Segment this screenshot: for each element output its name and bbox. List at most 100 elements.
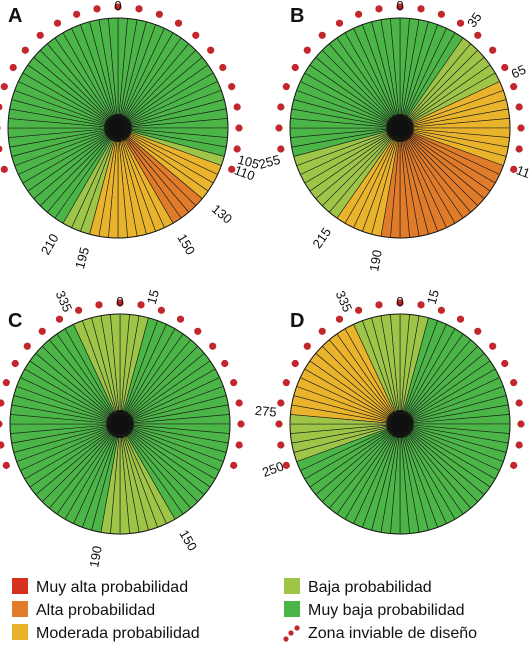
tick-label-A: 110	[232, 162, 257, 183]
hub-line	[118, 410, 121, 425]
panel-letter: C	[8, 310, 22, 332]
infeasible-dot	[335, 19, 344, 27]
tick-label-A: 130	[209, 201, 235, 226]
infeasible-dot	[155, 10, 163, 18]
infeasible-dot	[515, 441, 523, 449]
infeasible-dot	[9, 63, 17, 72]
legend-dot	[288, 630, 294, 636]
tick-label-D: 335	[333, 288, 356, 314]
infeasible-dot	[515, 399, 523, 407]
infeasible-dot	[36, 31, 44, 39]
infeasible-dot	[417, 301, 425, 309]
infeasible-dot	[318, 31, 326, 39]
tick-label-A: 105	[236, 152, 261, 172]
infeasible-dot	[93, 5, 101, 13]
infeasible-dot	[194, 327, 202, 335]
infeasible-dot	[277, 145, 285, 153]
tick-label-A: 0	[114, 0, 121, 13]
tick-label-D: 0	[396, 294, 403, 309]
infeasible-dot	[21, 46, 29, 54]
infeasible-dot	[282, 379, 290, 387]
hub-line	[398, 410, 401, 425]
infeasible-dot	[0, 145, 3, 153]
legend-label: Muy baja probabilidad	[308, 602, 465, 619]
infeasible-dot	[0, 165, 8, 173]
legend-dot	[294, 625, 300, 631]
infeasible-dot	[174, 19, 183, 27]
legend-item: Muy baja probabilidad	[284, 601, 465, 619]
infeasible-dot	[235, 399, 243, 407]
infeasible-dot	[396, 3, 404, 11]
legend-item: Baja probabilidad	[284, 578, 432, 596]
infeasible-dot	[501, 359, 509, 368]
infeasible-dot	[355, 306, 363, 314]
infeasible-dot	[38, 327, 46, 335]
infeasible-dot	[209, 342, 217, 350]
tick-label-D: 275	[254, 403, 277, 420]
tick-label-B: 215	[309, 225, 334, 251]
tick-label-B: 0	[396, 0, 403, 13]
infeasible-dot	[437, 306, 445, 314]
infeasible-dot	[228, 83, 236, 91]
infeasible-dot	[474, 31, 482, 39]
legend-label: Alta probabilidad	[36, 602, 155, 619]
infeasible-dot	[277, 399, 285, 407]
infeasible-dot	[2, 379, 10, 387]
infeasible-dot	[95, 301, 103, 309]
infeasible-dot	[275, 124, 283, 132]
infeasible-dot	[221, 359, 229, 368]
infeasible-dot	[11, 359, 19, 368]
tick-label-D: 250	[260, 458, 286, 480]
infeasible-dot	[73, 10, 81, 18]
infeasible-dot	[282, 83, 290, 91]
infeasible-dot	[235, 441, 243, 449]
infeasible-dot	[489, 46, 497, 54]
tick-label-A: 210	[38, 231, 62, 257]
legend-swatch	[12, 624, 28, 640]
infeasible-dot	[230, 461, 238, 469]
infeasible-dot	[277, 103, 285, 111]
panel-B: 0 35 65 110 190 215 255 B	[257, 0, 529, 273]
tick-label-C: 150	[176, 527, 200, 553]
infeasible-dot	[396, 299, 404, 307]
legend-item: Zona inviable de diseño	[283, 625, 477, 642]
infeasible-dot	[55, 315, 64, 323]
infeasible-dot	[489, 342, 497, 350]
panel-outline	[7, 17, 229, 239]
infeasible-dot	[275, 420, 283, 428]
panel-letter: B	[290, 5, 304, 27]
infeasible-dot	[0, 420, 3, 428]
infeasible-dot	[515, 103, 523, 111]
tick-label-C: 0	[116, 294, 123, 309]
infeasible-dot	[237, 420, 245, 428]
infeasible-dot	[176, 315, 185, 323]
tick-label-C: 15	[144, 288, 162, 306]
legend-label: Muy alta probabilidad	[36, 579, 188, 596]
infeasible-dot	[517, 124, 525, 132]
tick-label-B: 110	[514, 162, 529, 183]
tick-label-D: 15	[424, 288, 442, 306]
legend-label: Zona inviable de diseño	[308, 625, 477, 642]
panel-letter: A	[8, 5, 22, 27]
hub-line	[398, 114, 401, 129]
legend-label: Moderada probabilidad	[36, 625, 200, 642]
infeasible-dot	[510, 461, 518, 469]
infeasible-dot	[517, 420, 525, 428]
infeasible-dot	[335, 315, 344, 323]
tick-label-C: 335	[53, 288, 76, 314]
infeasible-dot	[291, 359, 299, 368]
tick-label-A: 195	[72, 246, 92, 271]
infeasible-dot	[0, 399, 5, 407]
infeasible-dot	[135, 5, 143, 13]
tick-label-B: 190	[366, 249, 385, 273]
infeasible-dot	[192, 31, 200, 39]
panel-outline	[289, 17, 511, 239]
infeasible-dot	[157, 306, 165, 314]
infeasible-dot	[0, 103, 3, 111]
infeasible-dot	[355, 10, 363, 18]
infeasible-dot	[116, 299, 124, 307]
legend-label: Baja probabilidad	[308, 579, 432, 596]
infeasible-dot	[277, 441, 285, 449]
infeasible-dot	[230, 379, 238, 387]
